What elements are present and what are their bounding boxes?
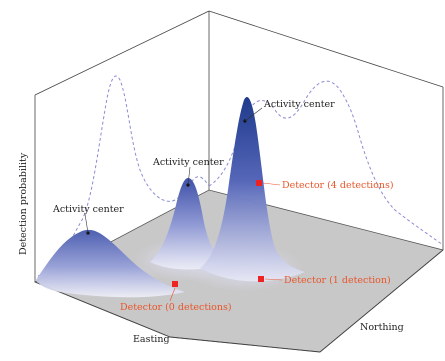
surface-peak-3 <box>200 97 305 282</box>
surface-peak-2 <box>150 178 226 270</box>
leader-det-3 <box>169 287 176 302</box>
detector-marker-3 <box>172 281 178 287</box>
activity-center-label-3: Activity center <box>263 99 335 110</box>
vertical-axis-label: Detection probability <box>18 152 29 255</box>
leader-det-1 <box>262 182 281 186</box>
detector-marker-1 <box>256 180 262 186</box>
box-frame <box>34 10 444 282</box>
surface-peak-1 <box>36 229 185 298</box>
leader-ac-2 <box>187 166 191 186</box>
leader-det-2 <box>264 278 283 281</box>
detector-marker-2 <box>258 276 264 282</box>
front-edge <box>169 336 321 353</box>
dashed-profile-left-wall <box>37 75 210 277</box>
northing-edge <box>319 249 444 353</box>
detector-label-2: Detector (1 detection) <box>284 275 391 286</box>
detector-label-3: Detector (0 detections) <box>120 302 232 313</box>
activity-center-label-2: Activity center <box>152 157 224 168</box>
northing-axis-label: Northing <box>360 322 404 333</box>
leader-ac-1 <box>84 213 89 234</box>
easting-axis-label: Easting <box>133 334 170 345</box>
activity-center-label-1: Activity center <box>52 204 124 215</box>
leader-ac-3 <box>244 107 263 122</box>
detector-label-1: Detector (4 detections) <box>282 180 394 191</box>
